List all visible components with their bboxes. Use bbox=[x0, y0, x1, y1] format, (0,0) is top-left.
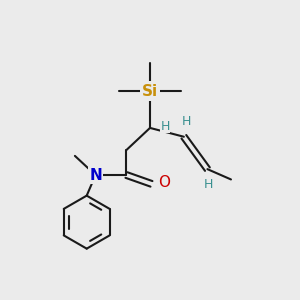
Text: H: H bbox=[182, 115, 191, 128]
Text: H: H bbox=[204, 178, 214, 191]
Text: N: N bbox=[89, 167, 102, 182]
Text: H: H bbox=[160, 120, 170, 133]
Text: O: O bbox=[158, 175, 170, 190]
Text: Si: Si bbox=[142, 84, 158, 99]
